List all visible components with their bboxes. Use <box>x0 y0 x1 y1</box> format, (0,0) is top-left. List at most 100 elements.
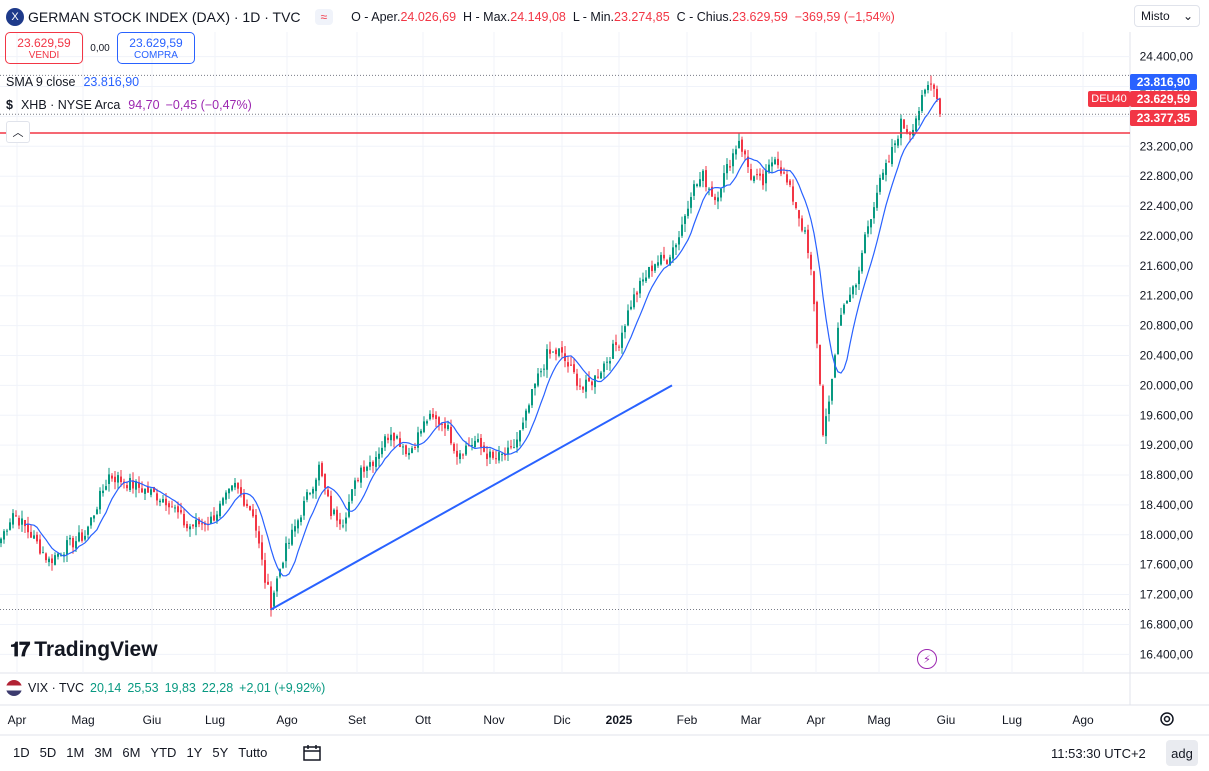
candle-body <box>141 488 143 493</box>
candle-body <box>237 482 239 489</box>
candle-body <box>165 498 167 506</box>
candle-body <box>186 523 188 529</box>
candle-body <box>804 230 806 232</box>
candle-body <box>882 172 884 180</box>
sma-line <box>24 97 941 577</box>
candle-body <box>747 156 749 167</box>
candle-body <box>303 500 305 516</box>
hline-price-label[interactable]: 23.377,35 <box>1130 110 1197 126</box>
candle-body <box>534 383 536 389</box>
y-tick-label: 17.200,00 <box>1140 588 1194 602</box>
candle-body <box>696 184 698 187</box>
candle-body <box>417 432 419 448</box>
candle-body <box>315 479 317 492</box>
adg-button[interactable]: adg <box>1166 740 1198 766</box>
candle-body <box>693 184 695 196</box>
candle-body <box>480 437 482 448</box>
candle-body <box>738 140 740 149</box>
candle-body <box>663 254 665 259</box>
chart-title[interactable]: GERMAN STOCK INDEX (DAX) · 1D · TVC <box>28 9 301 25</box>
tf-3m[interactable]: 3M <box>94 745 113 760</box>
candle-body <box>507 447 509 454</box>
candle-body <box>726 163 728 174</box>
candle-body <box>258 531 260 544</box>
candle-body <box>864 234 866 254</box>
clock[interactable]: 11:53:30 UTC+2 <box>1051 746 1146 761</box>
candle-body <box>777 158 779 166</box>
candle-body <box>318 464 320 481</box>
x-tick-label: Apr <box>807 713 826 727</box>
compare-legend[interactable]: $ XHB · NYSE Arca 94,70 −0,45 (−0,47%) <box>6 98 252 112</box>
tf-ytd[interactable]: YTD <box>150 745 177 760</box>
candle-body <box>63 554 65 556</box>
candle-body <box>90 517 92 526</box>
candle-body <box>813 271 815 305</box>
x-tick-label: Set <box>348 713 367 727</box>
candle-body <box>591 381 593 386</box>
tf-1d[interactable]: 1D <box>13 745 30 760</box>
candle-body <box>648 267 650 278</box>
candle-body <box>681 224 683 236</box>
candle-body <box>402 446 404 448</box>
candle-body <box>222 498 224 505</box>
candle-body <box>735 149 737 155</box>
candle-body <box>273 592 275 607</box>
candle-body <box>354 480 356 489</box>
sell-button[interactable]: 23.629,59 VENDI <box>5 32 83 64</box>
buy-button[interactable]: 23.629,59 COMPRA <box>117 32 195 64</box>
tf-5d[interactable]: 5D <box>39 745 57 760</box>
tf-1m[interactable]: 1M <box>66 745 85 760</box>
candle-body <box>138 482 140 488</box>
candle-body <box>570 364 572 366</box>
collapse-legend-button[interactable]: ︿ <box>6 121 30 143</box>
candle-body <box>111 475 113 479</box>
candle-body <box>51 558 53 564</box>
tf-1y[interactable]: 1Y <box>186 745 203 760</box>
candle-body <box>177 506 179 513</box>
y-tick-label: 18.400,00 <box>1140 498 1194 512</box>
candle-body <box>228 488 230 494</box>
candle-body <box>276 578 278 592</box>
candle-body <box>360 467 362 483</box>
candle-body <box>924 89 926 94</box>
tf-all[interactable]: Tutto <box>238 745 268 760</box>
candle-body <box>378 453 380 459</box>
sma-legend[interactable]: SMA 9 close 23.816,90 <box>6 75 140 89</box>
candle-body <box>495 458 497 460</box>
candle-body <box>867 226 869 234</box>
candle-body <box>66 540 68 555</box>
candle-body <box>261 542 263 560</box>
candle-body <box>837 327 839 355</box>
candle-body <box>405 445 407 455</box>
symbol-tag: DEU40 <box>1088 91 1130 107</box>
mode-dropdown[interactable]: Misto ⌄ <box>1134 5 1200 27</box>
tradingview-logo[interactable]: 𝟏𝟕 TradingView <box>10 638 158 661</box>
candle-body <box>840 314 842 326</box>
lightning-icon[interactable]: ⚡ <box>917 649 937 669</box>
calendar-icon[interactable] <box>302 743 322 763</box>
candle-body <box>9 522 11 530</box>
candle-body <box>243 494 245 506</box>
candle-body <box>510 446 512 448</box>
candle-body <box>324 473 326 488</box>
candle-body <box>588 377 590 382</box>
vix-legend[interactable]: VIX · TVC 20,14 25,53 19,83 22,28 +2,01 … <box>6 680 325 696</box>
chevron-up-icon: ︿ <box>12 127 24 139</box>
candle-body <box>477 439 479 442</box>
candle-body <box>198 518 200 525</box>
wave-icon[interactable]: ≈ <box>314 9 334 25</box>
candle-body <box>774 159 776 165</box>
candle-body <box>471 444 473 446</box>
symbol-icon[interactable]: X <box>6 8 24 26</box>
candle-body <box>0 538 2 544</box>
candle-body <box>339 519 341 525</box>
tf-5y[interactable]: 5Y <box>212 745 229 760</box>
candle-body <box>156 493 158 501</box>
spread: 0,00 <box>90 42 110 54</box>
candle-body <box>741 139 743 152</box>
gear-icon[interactable] <box>1158 710 1176 728</box>
tf-6m[interactable]: 6M <box>122 745 141 760</box>
x-tick-label: Ago <box>1072 713 1094 727</box>
candle-body <box>84 535 86 540</box>
